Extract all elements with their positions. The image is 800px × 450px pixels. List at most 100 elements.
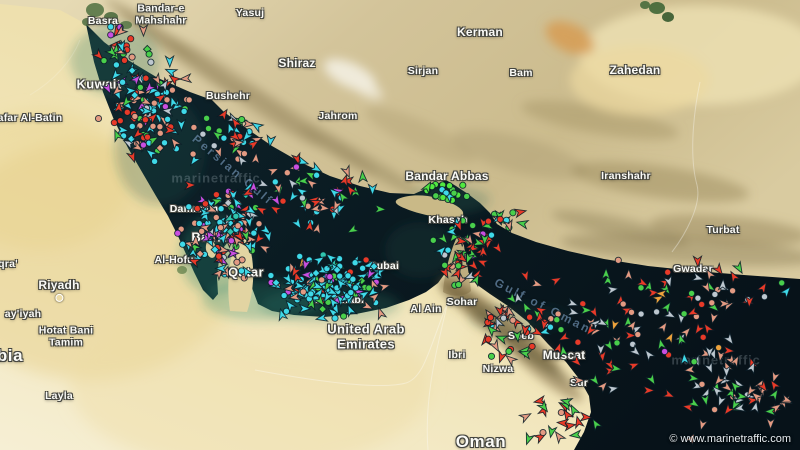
vessel-underway-icon[interactable] bbox=[552, 429, 567, 445]
vessel-anchored-icon[interactable] bbox=[441, 261, 449, 269]
vessel-anchored-icon[interactable] bbox=[107, 31, 115, 39]
vessel-anchored-icon[interactable] bbox=[240, 150, 248, 158]
vessel-underway-icon[interactable] bbox=[266, 134, 277, 148]
vessel-underway-icon[interactable] bbox=[708, 310, 720, 325]
vessel-anchored-icon[interactable] bbox=[198, 227, 206, 235]
vessel-underway-icon[interactable] bbox=[254, 204, 270, 218]
vessel-underway-icon[interactable] bbox=[142, 79, 158, 94]
vessel-anchored-icon[interactable] bbox=[463, 192, 471, 200]
vessel-underway-icon[interactable] bbox=[437, 264, 451, 279]
vessel-anchored-icon[interactable] bbox=[156, 129, 164, 137]
vessel-underway-icon[interactable] bbox=[296, 175, 311, 186]
vessel-anchored-icon[interactable] bbox=[359, 264, 367, 272]
vessel-underway-icon[interactable] bbox=[227, 128, 243, 143]
vessel-anchored-icon[interactable] bbox=[298, 194, 306, 202]
vessel-anchored-icon[interactable] bbox=[680, 310, 688, 318]
vessel-anchored-icon[interactable] bbox=[336, 272, 344, 280]
vessel-underway-icon[interactable] bbox=[559, 344, 570, 358]
vessel-anchored-icon[interactable] bbox=[455, 281, 463, 289]
vessel-anchored-icon[interactable] bbox=[459, 181, 467, 189]
vessel-underway-icon[interactable] bbox=[494, 332, 510, 346]
vessel-anchored-icon[interactable] bbox=[131, 112, 139, 120]
vessel-underway-icon[interactable] bbox=[678, 325, 693, 340]
vessel-underway-icon[interactable] bbox=[433, 244, 448, 259]
vessel-underway-icon[interactable] bbox=[623, 267, 634, 282]
vessel-underway-icon[interactable] bbox=[646, 288, 661, 299]
vessel-anchored-icon[interactable] bbox=[237, 267, 246, 275]
vessel-underway-icon[interactable] bbox=[167, 72, 183, 87]
vessel-underway-icon[interactable] bbox=[129, 139, 145, 154]
vessel-anchored-icon[interactable] bbox=[574, 338, 582, 346]
vessel-underway-icon[interactable] bbox=[579, 411, 593, 422]
vessel-underway-icon[interactable] bbox=[721, 365, 732, 379]
vessel-underway-icon[interactable] bbox=[231, 138, 245, 149]
vessel-anchored-icon[interactable] bbox=[351, 259, 359, 267]
vessel-underway-icon[interactable] bbox=[513, 207, 528, 219]
vessel-underway-icon[interactable] bbox=[222, 211, 238, 225]
vessel-anchored-icon[interactable] bbox=[107, 23, 115, 31]
vessel-special-icon[interactable] bbox=[223, 198, 233, 208]
vessel-anchored-icon[interactable] bbox=[500, 314, 508, 322]
vessel-underway-icon[interactable] bbox=[703, 267, 718, 283]
vessel-underway-icon[interactable] bbox=[658, 281, 673, 297]
vessel-underway-icon[interactable] bbox=[568, 353, 583, 368]
vessel-special-icon[interactable] bbox=[130, 90, 140, 100]
vessel-underway-icon[interactable] bbox=[686, 305, 701, 319]
vessel-underway-icon[interactable] bbox=[546, 424, 558, 439]
vessel-anchored-icon[interactable] bbox=[279, 197, 287, 205]
vessel-underway-icon[interactable] bbox=[299, 270, 314, 281]
vessel-anchored-icon[interactable] bbox=[711, 406, 719, 414]
vessel-special-icon[interactable] bbox=[332, 265, 342, 275]
vessel-anchored-icon[interactable] bbox=[292, 163, 300, 171]
vessel-anchored-icon[interactable] bbox=[690, 358, 698, 366]
vessel-underway-icon[interactable] bbox=[717, 277, 728, 292]
vessel-anchored-icon[interactable] bbox=[149, 122, 157, 130]
vessel-underway-icon[interactable] bbox=[344, 183, 359, 199]
vessel-underway-icon[interactable] bbox=[626, 359, 641, 373]
vessel-anchored-icon[interactable] bbox=[110, 119, 118, 127]
vessel-underway-icon[interactable] bbox=[699, 279, 713, 294]
vessel-underway-icon[interactable] bbox=[128, 72, 143, 88]
vessel-underway-icon[interactable] bbox=[240, 128, 255, 144]
vessel-underway-icon[interactable] bbox=[346, 222, 361, 236]
vessel-underway-icon[interactable] bbox=[623, 330, 638, 341]
vessel-underway-icon[interactable] bbox=[529, 277, 544, 290]
vessel-anchored-icon[interactable] bbox=[469, 221, 477, 230]
vessel-underway-icon[interactable] bbox=[216, 243, 231, 255]
vessel-anchored-icon[interactable] bbox=[203, 114, 211, 122]
vessel-underway-icon[interactable] bbox=[463, 269, 478, 283]
vessel-underway-icon[interactable] bbox=[116, 124, 130, 135]
vessel-underway-icon[interactable] bbox=[157, 78, 171, 93]
vessel-underway-icon[interactable] bbox=[699, 392, 711, 407]
vessel-underway-icon[interactable] bbox=[138, 94, 153, 108]
vessel-underway-icon[interactable] bbox=[779, 393, 794, 405]
vessel-anchored-icon[interactable] bbox=[539, 428, 547, 437]
vessel-anchored-icon[interactable] bbox=[164, 115, 172, 123]
vessel-underway-icon[interactable] bbox=[650, 292, 665, 306]
vessel-underway-icon[interactable] bbox=[712, 372, 727, 388]
vessel-underway-icon[interactable] bbox=[565, 296, 580, 309]
vessel-anchored-icon[interactable] bbox=[271, 178, 279, 186]
vessel-underway-icon[interactable] bbox=[138, 24, 149, 38]
vessel-underway-icon[interactable] bbox=[375, 306, 388, 321]
vessel-underway-icon[interactable] bbox=[124, 86, 138, 97]
vessel-underway-icon[interactable] bbox=[768, 378, 782, 393]
vessel-underway-icon[interactable] bbox=[609, 317, 622, 332]
vessel-underway-icon[interactable] bbox=[326, 295, 341, 311]
vessel-underway-icon[interactable] bbox=[513, 291, 525, 306]
vessel-underway-icon[interactable] bbox=[228, 188, 239, 203]
vessel-underway-icon[interactable] bbox=[304, 177, 320, 192]
vessel-underway-icon[interactable] bbox=[479, 232, 491, 247]
vessel-underway-icon[interactable] bbox=[308, 197, 323, 210]
vessel-underway-icon[interactable] bbox=[721, 402, 736, 418]
vessel-special-icon[interactable] bbox=[369, 261, 379, 271]
vessel-underway-icon[interactable] bbox=[144, 146, 159, 162]
vessel-anchored-icon[interactable] bbox=[150, 99, 158, 107]
vessel-underway-icon[interactable] bbox=[475, 256, 491, 270]
vessel-underway-icon[interactable] bbox=[110, 82, 125, 97]
vessel-underway-icon[interactable] bbox=[523, 431, 536, 446]
vessel-underway-icon[interactable] bbox=[291, 270, 304, 285]
vessel-underway-icon[interactable] bbox=[280, 270, 295, 286]
vessel-anchored-icon[interactable] bbox=[234, 222, 242, 230]
vessel-underway-icon[interactable] bbox=[686, 372, 701, 383]
